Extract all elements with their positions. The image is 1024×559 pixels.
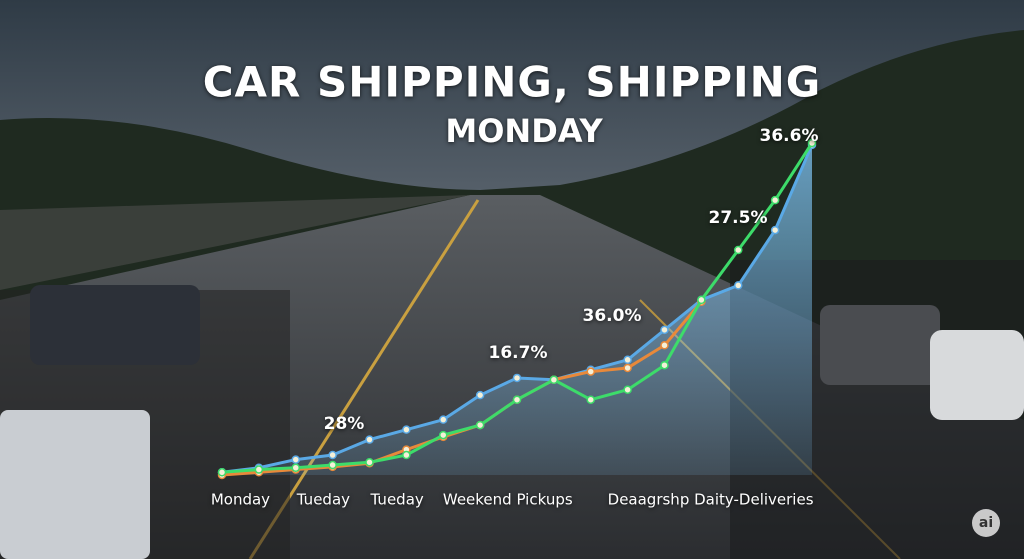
point [623, 355, 632, 365]
annotation: 36.6% [760, 126, 819, 146]
point [586, 367, 595, 376]
point [328, 450, 337, 460]
area [222, 144, 812, 475]
point [365, 458, 374, 467]
annotation: 16.7% [489, 343, 548, 363]
point [291, 463, 300, 472]
point [770, 225, 780, 235]
badge [972, 509, 1000, 537]
title: MONDAY [445, 112, 603, 150]
x-tick-label: Weekend Pickups [443, 491, 573, 509]
point [623, 363, 632, 373]
point [660, 341, 669, 350]
point [512, 395, 522, 404]
point [660, 360, 669, 370]
point [734, 245, 743, 255]
point [475, 390, 485, 400]
x-tick-label: Deaagrshp Daity-Deliveries [608, 491, 814, 509]
plot: Monday Tueday Tueday Weekend Pickups Deaagrs… [211, 138, 817, 509]
point [623, 385, 632, 394]
point [254, 465, 264, 474]
point [734, 281, 743, 290]
x-tick-label: Tueday [370, 491, 424, 509]
point [291, 455, 300, 464]
point [439, 415, 448, 424]
point [439, 430, 448, 440]
point [402, 450, 411, 460]
point [586, 395, 595, 404]
annotation: 27.5% [709, 208, 768, 228]
point [217, 468, 227, 477]
point [365, 435, 374, 444]
point [660, 325, 669, 335]
point [402, 425, 411, 434]
point [328, 460, 337, 470]
x-tick-label: Monday [211, 491, 270, 509]
annotation: 36.0% [583, 306, 642, 326]
point [807, 138, 817, 148]
point [512, 373, 522, 383]
badge-text: ai [979, 515, 993, 531]
annotation: 28% [324, 414, 365, 434]
point [475, 420, 485, 430]
title: CAR SHIPPING, SHIPPING [203, 58, 822, 107]
x-tick-label: Tueday [296, 491, 350, 509]
point [549, 375, 559, 385]
point [697, 295, 706, 305]
point [770, 195, 780, 205]
